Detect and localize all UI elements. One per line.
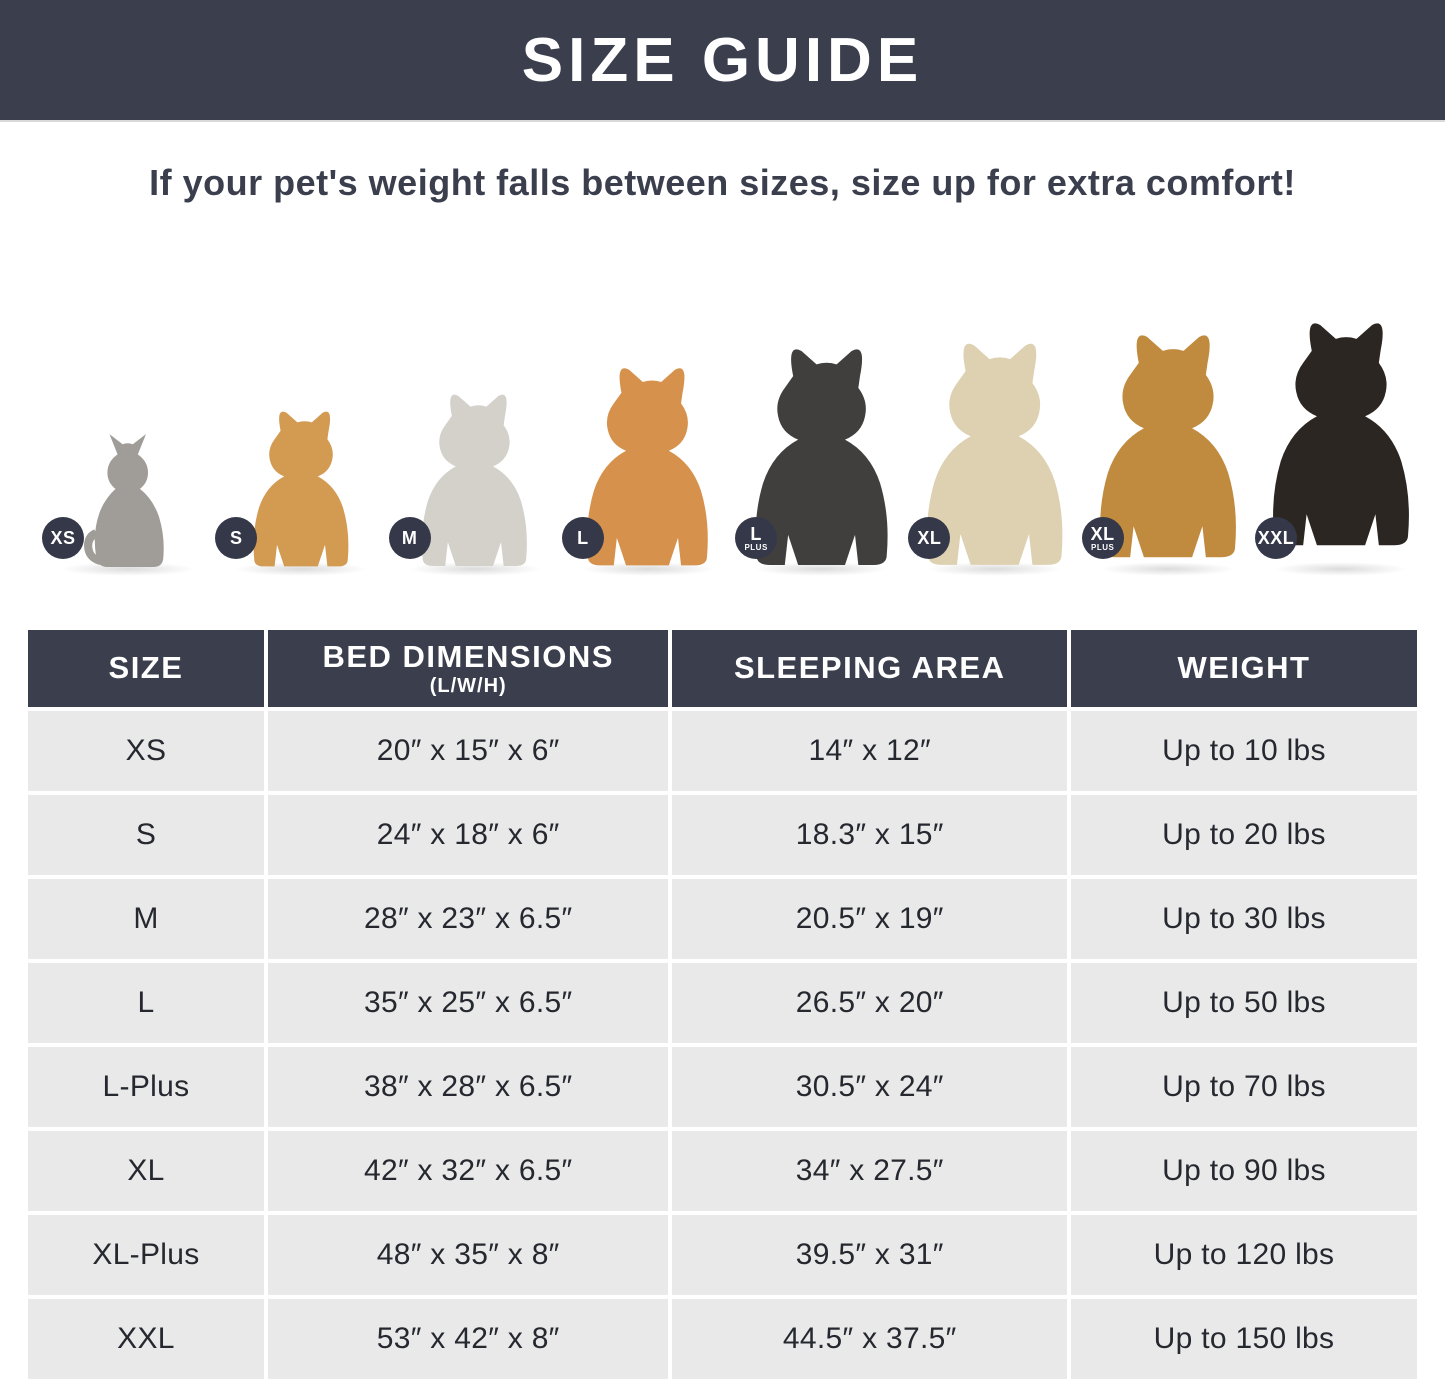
- sleeping-area-cell: 39.5″ x 31″: [672, 1215, 1067, 1295]
- cat-icon: [77, 428, 178, 570]
- badge-label: XXL: [1257, 527, 1295, 548]
- pet-shadow: [1100, 562, 1235, 576]
- pet-shadow: [754, 562, 889, 576]
- size-badge-xs: XS: [42, 517, 84, 559]
- column-header-sublabel: (L/W/H): [429, 674, 507, 697]
- pet-doberman: XXL: [1254, 284, 1427, 576]
- badge-label: S: [230, 527, 243, 548]
- badge-label: M: [401, 527, 418, 548]
- badge-sublabel: PLUS: [1091, 542, 1115, 552]
- pets-row: XS S M L L PLUS: [0, 284, 1445, 576]
- pet-shiba-inu: L: [561, 284, 734, 576]
- sleeping-area-cell: 30.5″ x 24″: [672, 1047, 1067, 1127]
- sleeping-area-cell: 26.5″ x 20″: [672, 963, 1067, 1043]
- pet-pomeranian: S: [215, 284, 387, 576]
- weight-cell: Up to 70 lbs: [1071, 1047, 1417, 1127]
- pet-shadow: [60, 562, 196, 576]
- size-badge-m: M: [388, 517, 431, 559]
- size-cell: M: [28, 879, 264, 959]
- size-cell: XS: [28, 711, 264, 791]
- pomeranian-icon: [241, 402, 361, 570]
- bed-dimensions-cell: 24″ x 18″ x 6″: [267, 795, 669, 875]
- weight-cell: Up to 120 lbs: [1071, 1215, 1417, 1295]
- badge-label: XL: [917, 527, 942, 548]
- column-header-label: BED DIMENSIONS: [322, 639, 614, 675]
- badge-label: XL: [1090, 523, 1115, 544]
- pet-border-collie: L PLUS: [735, 284, 907, 576]
- column-header-sleeping-area: SLEEPING AREA: [672, 630, 1067, 707]
- badge-label: L: [750, 523, 762, 544]
- bed-dimensions-cell: 35″ x 25″ x 6.5″: [267, 963, 669, 1043]
- bed-dimensions-cell: 38″ x 28″ x 6.5″: [267, 1047, 669, 1127]
- weight-cell: Up to 20 lbs: [1071, 795, 1417, 875]
- page-title: SIZE GUIDE: [521, 25, 924, 95]
- bed-dimensions-cell: 48″ x 35″ x 8″: [267, 1215, 669, 1295]
- badge-sublabel: PLUS: [744, 542, 768, 552]
- subtitle: If your pet's weight falls between sizes…: [149, 162, 1296, 203]
- column-header-label: SLEEPING AREA: [733, 650, 1006, 686]
- bed-dimensions-cell: 28″ x 23″ x 6.5″: [267, 879, 669, 959]
- pet-shadow: [580, 562, 715, 576]
- column-header-size: SIZE: [28, 630, 264, 707]
- sleeping-area-cell: 18.3″ x 15″: [672, 795, 1067, 875]
- sleeping-area-cell: 14″ x 12″: [672, 711, 1067, 791]
- size-badge-xl: XL: [908, 517, 951, 559]
- badge-label: L: [577, 527, 589, 548]
- weight-cell: Up to 90 lbs: [1071, 1131, 1417, 1211]
- pet-shadow: [927, 562, 1062, 576]
- weight-cell: Up to 30 lbs: [1071, 879, 1417, 959]
- sleeping-area-cell: 44.5″ x 37.5″: [672, 1299, 1067, 1379]
- pet-cat: XS: [42, 284, 214, 576]
- size-badge-s: S: [215, 517, 258, 559]
- column-header-label: SIZE: [108, 650, 184, 686]
- size-cell: L-Plus: [28, 1047, 264, 1127]
- sleeping-area-cell: 20.5″ x 19″: [672, 879, 1067, 959]
- size-cell: L: [28, 963, 264, 1043]
- pet-labrador: XL: [908, 284, 1080, 576]
- size-cell: S: [28, 795, 264, 875]
- bed-dimensions-cell: 42″ x 32″ x 6.5″: [267, 1131, 669, 1211]
- size-badge-xxl: XXL: [1254, 517, 1297, 559]
- size-badge-l: L: [561, 517, 604, 559]
- size-table: SIZE BED DIMENSIONS (L/W/H) SLEEPING ARE…: [28, 630, 1417, 1379]
- size-badge-xl-plus: XL PLUS: [1081, 517, 1124, 559]
- size-cell: XL-Plus: [28, 1215, 264, 1295]
- bed-dimensions-cell: 20″ x 15″ x 6″: [267, 711, 669, 791]
- pet-golden-retriever: XL PLUS: [1081, 284, 1254, 576]
- badge-label: XS: [50, 527, 76, 548]
- bed-dimensions-cell: 53″ x 42″ x 8″: [267, 1299, 669, 1379]
- weight-cell: Up to 150 lbs: [1071, 1299, 1417, 1379]
- sleeping-area-cell: 34″ x 27.5″: [672, 1131, 1067, 1211]
- column-header-label: WEIGHT: [1177, 650, 1311, 686]
- size-cell: XXL: [28, 1299, 264, 1379]
- weight-cell: Up to 50 lbs: [1071, 963, 1417, 1043]
- column-header-weight: WEIGHT: [1071, 630, 1417, 707]
- size-cell: XL: [28, 1131, 264, 1211]
- weight-cell: Up to 10 lbs: [1071, 711, 1417, 791]
- pet-shadow: [1273, 562, 1409, 576]
- pet-french-bulldog: M: [388, 284, 561, 576]
- column-header-bed-dimensions: BED DIMENSIONS (L/W/H): [267, 630, 669, 707]
- header-banner: SIZE GUIDE: [0, 0, 1445, 122]
- size-badge-l-plus: L PLUS: [735, 517, 778, 559]
